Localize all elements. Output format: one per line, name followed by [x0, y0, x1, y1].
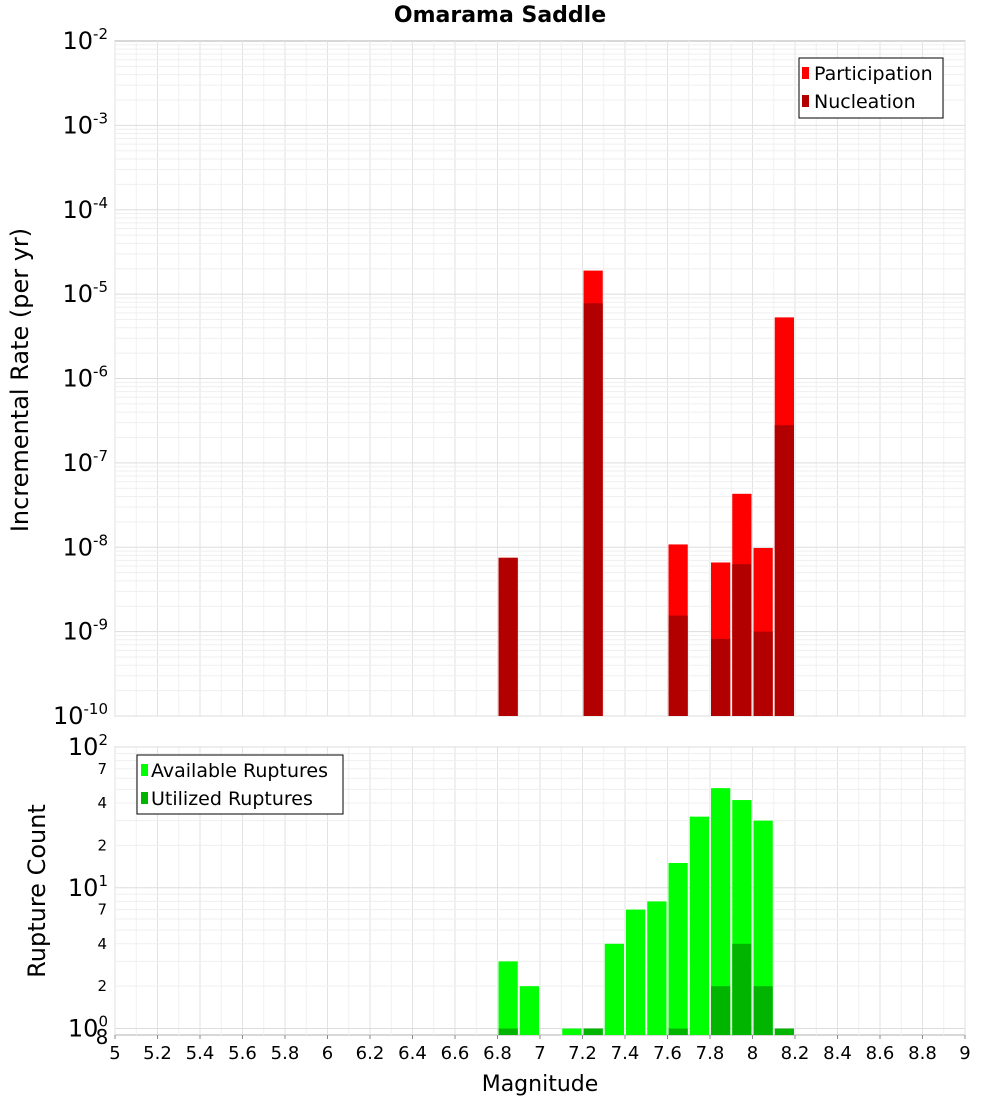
count-available-ruptures-bar — [562, 1028, 582, 1035]
available-legend-swatch — [141, 764, 148, 776]
utilized-legend-label: Utilized Ruptures — [151, 788, 313, 810]
count-corner-label: 8 — [96, 1025, 109, 1049]
count-available-ruptures-bar — [753, 820, 773, 1035]
count-y-tick-labels: 100 101 102 2 4 7 2 4 7 — [68, 731, 108, 1043]
x-tick-label: 6.2 — [356, 1043, 385, 1064]
nucleation-legend-swatch — [802, 95, 809, 107]
x-tick-label: 8.8 — [908, 1043, 937, 1064]
count-y-minor-tick-label: 4 — [97, 794, 107, 812]
available-legend-label: Available Ruptures — [151, 760, 328, 782]
x-tick-label: 6.4 — [398, 1043, 427, 1064]
count-available-ruptures-bar — [711, 788, 731, 1035]
x-tick-label: 5.4 — [186, 1043, 215, 1064]
count-utilized-ruptures-bar — [668, 1028, 688, 1035]
count-utilized-ruptures-bar — [711, 986, 731, 1035]
rate-y-tick-label: 10-6 — [62, 363, 108, 393]
x-tick-label: 5.8 — [271, 1043, 300, 1064]
count-available-ruptures-bar — [519, 986, 539, 1035]
count-y-minor-tick-label: 2 — [97, 836, 107, 854]
x-tick-label: 7.6 — [653, 1043, 682, 1064]
rate-y-tick-label: 10-9 — [62, 616, 108, 646]
count-available-ruptures-bar — [604, 943, 624, 1035]
count-utilized-ruptures-bar — [732, 943, 752, 1035]
count-available-ruptures-bar — [647, 901, 667, 1035]
x-tick-label: 8 — [747, 1043, 758, 1064]
x-tick-label: 6 — [322, 1043, 333, 1064]
x-tick-label: 6.6 — [441, 1043, 470, 1064]
x-tick-label: 7.4 — [611, 1043, 640, 1064]
count-available-ruptures-bar — [498, 961, 518, 1035]
x-tick-label: 8.4 — [823, 1043, 852, 1064]
count-available-ruptures-bar — [668, 862, 688, 1035]
count-legend: Available Ruptures Utilized Ruptures — [136, 754, 344, 815]
count-utilized-ruptures-bar — [498, 1028, 518, 1035]
nucleation-legend-label: Nucleation — [814, 91, 916, 113]
x-tick-label: 5.2 — [143, 1043, 172, 1064]
rate-y-tick-label: 10-5 — [62, 278, 108, 308]
x-tick-label: 8.6 — [866, 1043, 895, 1064]
count-available-ruptures-bar — [689, 816, 709, 1035]
count-y-minor-tick-label: 4 — [97, 935, 107, 953]
rate-gridlines — [114, 41, 966, 717]
count-available-ruptures-bar — [626, 909, 646, 1035]
rate-y-tick-label: 10-2 — [62, 25, 108, 55]
rate-nucleation-bar — [711, 638, 731, 716]
rate-bars — [498, 270, 794, 716]
rate-y-axis-label: Incremental Rate (per yr) — [6, 228, 34, 532]
count-y-axis-label: Rupture Count — [23, 804, 51, 978]
rate-nucleation-bar — [732, 564, 752, 716]
x-axis-ticks: 5 5.2 5.4 5.6 5.8 6 6.2 6.4 6.6 6.8 7 7.2 7.4 7.6 7.8 8… — [109, 1035, 971, 1064]
rate-legend: Participation Nucleation — [798, 57, 944, 119]
utilized-legend-swatch — [141, 792, 148, 804]
rate-legend-box — [798, 57, 944, 119]
rate-nucleation-bar — [753, 631, 773, 716]
rate-y-tick-labels: 10-10 10-9 10-8 10-7 10-6 10-5 10-4 10-3 10-2 — [53, 25, 108, 730]
x-tick-label: 7 — [534, 1043, 545, 1064]
count-utilized-ruptures-bar — [774, 1028, 794, 1035]
participation-legend-label: Participation — [814, 63, 933, 85]
count-panel: 100 101 102 2 4 7 2 4 7 8 Rupture Count Availabl… — [23, 731, 966, 1049]
count-legend-box — [136, 754, 344, 815]
participation-legend-swatch — [802, 67, 809, 79]
count-y-major-tick-label: 102 — [68, 731, 108, 761]
count-y-minor-tick-label: 7 — [97, 760, 107, 778]
count-y-minor-tick-label: 2 — [97, 977, 107, 995]
rate-y-tick-label: 10-4 — [62, 194, 108, 224]
rate-y-tick-label: 10-8 — [62, 531, 108, 561]
count-y-minor-tick-label: 7 — [97, 901, 107, 919]
x-tick-label: 5 — [109, 1043, 120, 1064]
x-tick-label: 7.8 — [696, 1043, 725, 1064]
rate-nucleation-bar — [498, 557, 518, 716]
count-utilized-ruptures-bar — [753, 986, 773, 1035]
x-tick-label: 6.8 — [483, 1043, 512, 1064]
rate-y-tick-label: 10-10 — [53, 700, 108, 730]
count-bars — [498, 788, 794, 1035]
rate-nucleation-bar — [774, 425, 794, 716]
x-tick-label: 7.2 — [568, 1043, 597, 1064]
rate-panel: 10-10 10-9 10-8 10-7 10-6 10-5 10-4 10-3 10-2 In… — [6, 25, 966, 730]
rate-y-tick-label: 10-3 — [62, 109, 108, 139]
x-tick-label: 5.6 — [228, 1043, 257, 1064]
count-y-major-tick-label: 101 — [68, 872, 108, 902]
count-y-major-tick-label: 100 — [68, 1013, 108, 1043]
rate-nucleation-bar — [668, 615, 688, 716]
rate-nucleation-bar — [583, 303, 603, 716]
rate-y-tick-label: 10-7 — [62, 447, 108, 477]
count-utilized-ruptures-bar — [583, 1028, 603, 1035]
x-axis-label: Magnitude — [482, 1072, 599, 1097]
x-tick-label: 8.2 — [781, 1043, 810, 1064]
x-tick-label: 9 — [959, 1043, 970, 1064]
chart-title: Omarama Saddle — [394, 3, 606, 28]
